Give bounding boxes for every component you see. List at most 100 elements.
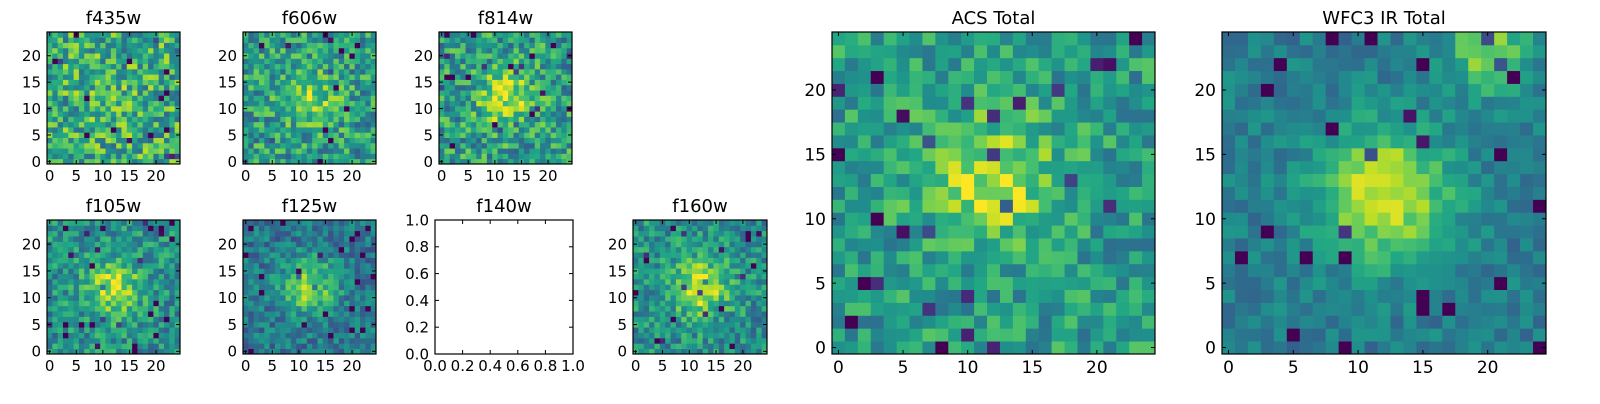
pixel xyxy=(296,247,302,253)
pixel xyxy=(317,53,323,59)
pixel xyxy=(84,116,90,122)
pixel xyxy=(275,143,281,149)
pixel xyxy=(52,80,58,86)
pixel xyxy=(724,258,730,264)
pixel xyxy=(551,95,557,101)
pixel xyxy=(974,238,987,251)
pixel xyxy=(719,333,725,339)
pixel xyxy=(476,74,482,80)
pixel xyxy=(286,148,292,154)
pixel xyxy=(1077,328,1090,341)
pixel xyxy=(68,263,74,269)
pixel xyxy=(633,284,639,290)
pixel xyxy=(148,322,154,328)
pixel xyxy=(471,101,477,107)
pixel xyxy=(1222,264,1235,277)
pixel xyxy=(143,338,149,344)
pixel xyxy=(68,316,74,322)
pixel xyxy=(90,290,96,296)
pixel xyxy=(444,138,450,144)
pixel xyxy=(466,48,472,54)
pixel xyxy=(884,174,897,187)
pixel xyxy=(302,225,308,231)
pixel xyxy=(106,284,112,290)
pixel xyxy=(349,116,355,122)
pixel xyxy=(68,268,74,274)
pixel xyxy=(692,263,698,269)
pixel xyxy=(355,106,361,112)
pixel xyxy=(355,90,361,96)
pixel xyxy=(974,84,987,97)
pixel xyxy=(735,236,741,242)
pixel xyxy=(349,258,355,264)
pixel xyxy=(519,95,525,101)
pixel xyxy=(159,343,165,349)
pixel xyxy=(687,268,693,274)
pixel xyxy=(159,220,165,226)
pixel xyxy=(95,338,101,344)
x-tick-label: 10 xyxy=(485,167,504,185)
pixel xyxy=(328,138,334,144)
pixel xyxy=(1052,135,1065,148)
pixel xyxy=(450,127,456,133)
pixel xyxy=(676,300,682,306)
pixel xyxy=(1365,341,1378,354)
pixel xyxy=(1339,277,1352,290)
pixel xyxy=(58,306,64,312)
pixel xyxy=(116,80,122,86)
x-tick-label: 5 xyxy=(267,357,277,375)
pixel xyxy=(84,85,90,91)
pixel xyxy=(444,74,450,80)
pixel xyxy=(312,138,318,144)
pixel xyxy=(254,43,260,49)
pixel xyxy=(84,327,90,333)
pixel xyxy=(302,37,308,43)
pixel xyxy=(858,251,871,264)
pixel xyxy=(248,43,254,49)
pixel xyxy=(740,241,746,247)
pixel xyxy=(164,80,170,86)
pixel xyxy=(148,127,154,133)
pixel xyxy=(68,322,74,328)
pixel xyxy=(1013,212,1026,225)
pixel xyxy=(254,53,260,59)
pixel xyxy=(654,241,660,247)
pixel xyxy=(116,111,122,117)
pixel xyxy=(58,247,64,253)
pixel xyxy=(671,290,677,296)
pixel xyxy=(106,101,112,107)
pixel xyxy=(487,64,493,70)
pixel xyxy=(159,327,165,333)
pixel xyxy=(482,122,488,128)
y-tick-label: 15 xyxy=(414,74,433,92)
pixel xyxy=(164,153,170,159)
pixel xyxy=(471,48,477,54)
pixel xyxy=(116,300,122,306)
pixel xyxy=(365,32,371,38)
pixel xyxy=(360,311,366,317)
pixel xyxy=(687,300,693,306)
pixel xyxy=(159,338,165,344)
pixel xyxy=(556,74,562,80)
x-tick-label: 0 xyxy=(241,357,251,375)
pixel xyxy=(1378,302,1391,315)
pixel xyxy=(58,80,64,86)
pixel xyxy=(296,127,302,133)
pixel xyxy=(503,148,509,154)
pixel xyxy=(47,148,53,154)
pixel xyxy=(1442,290,1455,303)
pixel xyxy=(355,268,361,274)
pixel xyxy=(524,90,530,96)
pixel xyxy=(159,32,165,38)
pixel xyxy=(703,327,709,333)
pixel xyxy=(132,333,138,339)
pixel xyxy=(84,241,90,247)
pixel xyxy=(703,338,709,344)
pixel xyxy=(365,236,371,242)
pixel xyxy=(556,69,562,75)
pixel xyxy=(1013,45,1026,58)
pixel xyxy=(524,143,530,149)
pixel xyxy=(1116,328,1129,341)
pixel xyxy=(756,268,762,274)
pixel xyxy=(312,122,318,128)
